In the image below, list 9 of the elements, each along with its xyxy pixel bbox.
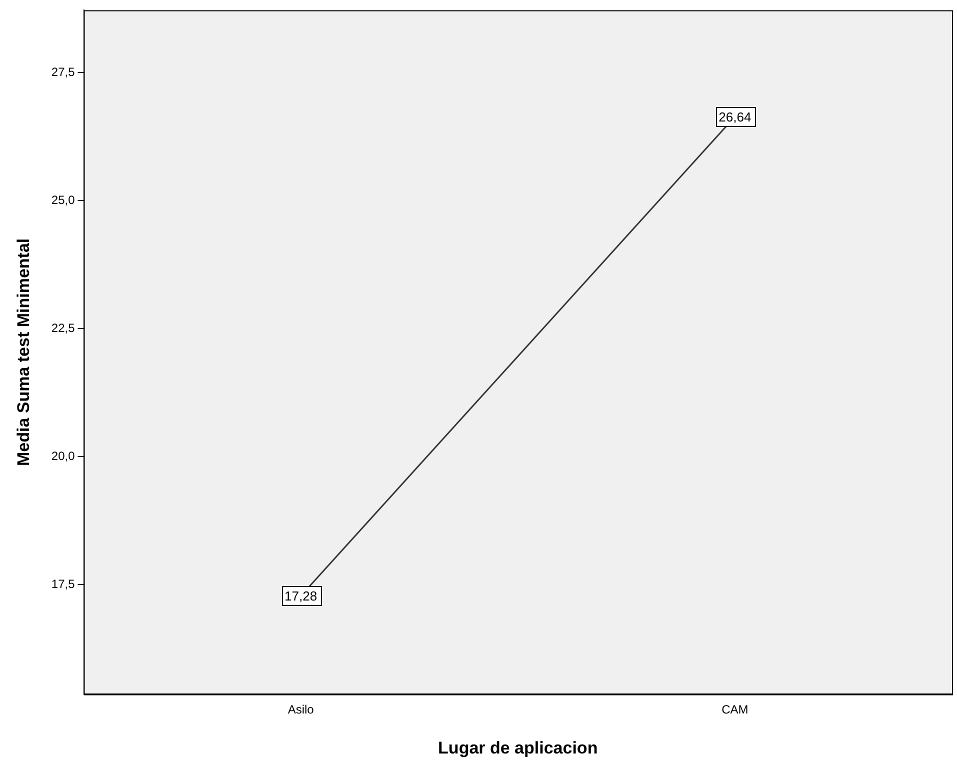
x-tick-label: CAM	[722, 702, 748, 717]
x-axis-title: Lugar de aplicacion	[438, 738, 598, 758]
y-tick-label: 27,5	[51, 64, 76, 79]
y-tick-label: 20,0	[51, 448, 76, 463]
y-tick-label: 22,5	[51, 320, 76, 335]
y-tick-label: 25,0	[51, 192, 76, 207]
y-axis-title: Media Suma test Minimental	[14, 238, 33, 466]
y-tick-label: 17,5	[51, 576, 76, 591]
x-tick-label: Asilo	[288, 702, 314, 717]
